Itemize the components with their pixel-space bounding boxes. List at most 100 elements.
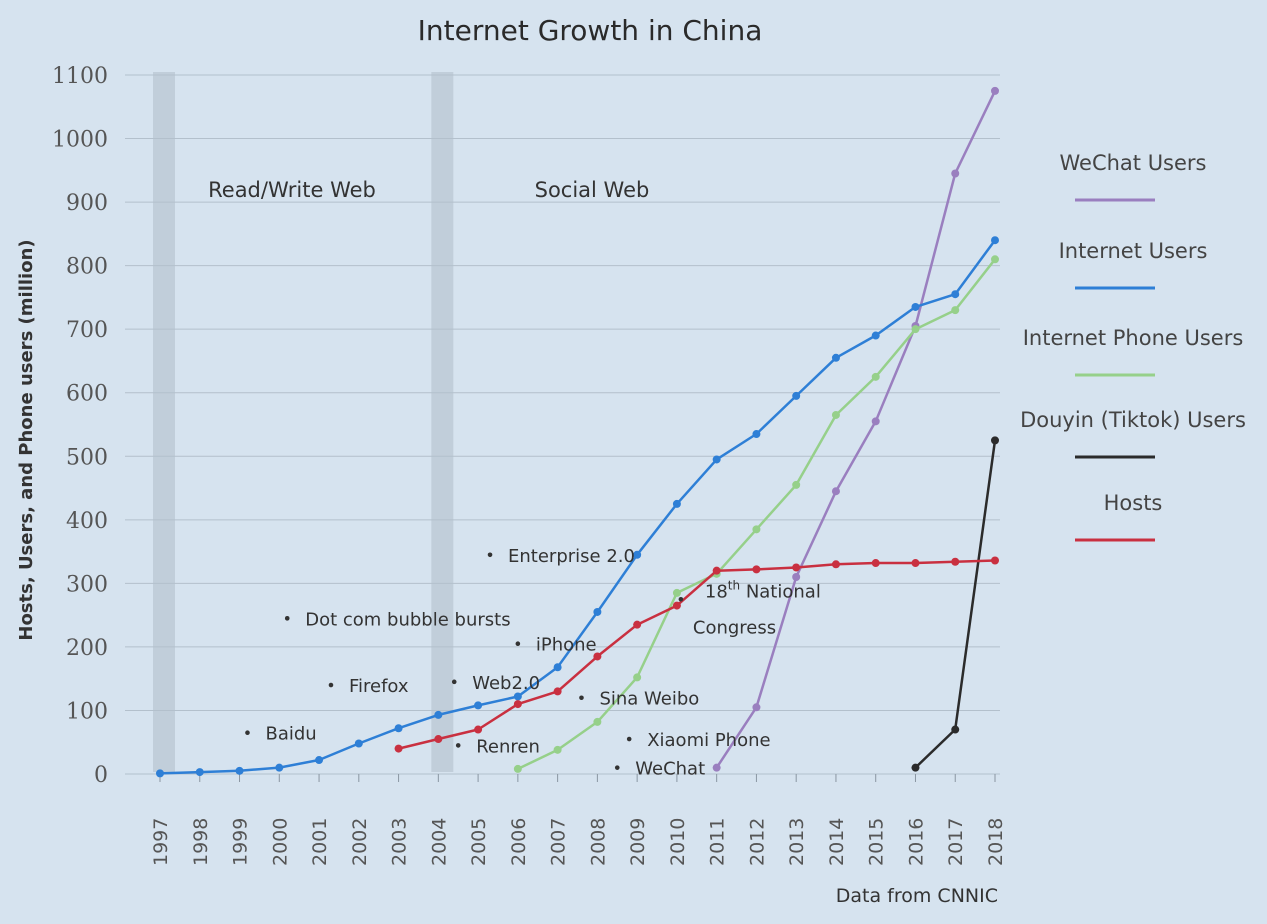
x-tick-label: 2016	[905, 818, 927, 866]
x-tick-label: 1997	[150, 818, 172, 866]
internet-users-point	[871, 331, 880, 340]
internet-phone-users-point	[831, 410, 840, 419]
y-tick-label: 800	[66, 255, 108, 280]
x-tick-label: 2011	[707, 818, 729, 866]
internet-phone-users-point	[911, 325, 920, 334]
era-label: Social Web	[535, 178, 650, 202]
annotation-label: 18th National	[705, 578, 821, 602]
internet-users-point	[156, 769, 164, 778]
internet-phone-users-point	[752, 525, 761, 534]
annotation-label: Enterprise 2.0	[508, 546, 635, 567]
internet-phone-users-point	[633, 673, 642, 682]
y-tick-label: 900	[66, 191, 108, 216]
y-tick-label: 700	[66, 318, 108, 343]
y-tick-label: 200	[66, 636, 108, 661]
y-tick-label: 500	[66, 445, 108, 470]
internet-users-point	[275, 763, 284, 772]
wechat-users-point	[752, 703, 761, 712]
y-tick-label: 300	[66, 572, 108, 597]
hosts-point	[752, 565, 761, 574]
douyin-tiktok-users-point	[991, 436, 999, 445]
annotation-bullet	[245, 730, 250, 735]
y-tick-label: 1000	[52, 128, 108, 153]
wechat-users-point	[712, 763, 721, 772]
annotation-label: Baidu	[265, 724, 316, 745]
annotation-label: Sina Weibo	[599, 689, 699, 710]
x-tick-label: 2001	[309, 818, 331, 866]
legend-label: WeChat Users	[1059, 151, 1206, 175]
source-note: Data from CNNIC	[836, 885, 998, 907]
internet-phone-users-point	[672, 588, 681, 597]
y-axis-label: Hosts, Users, and Phone users (million)	[16, 239, 37, 640]
annotation-label: Renren	[476, 736, 540, 757]
annotation-label: Firefox	[349, 676, 409, 697]
x-tick-label: 2009	[627, 818, 649, 866]
internet-users-point	[354, 739, 363, 748]
hosts-point	[871, 559, 880, 568]
douyin-tiktok-users-point	[951, 725, 960, 734]
x-tick-label: 2005	[468, 818, 490, 866]
internet-users-line	[159, 239, 997, 775]
hosts-point	[911, 559, 920, 568]
y-tick-label: 100	[66, 699, 108, 724]
x-tick-label: 2006	[508, 818, 530, 866]
era-divider-band	[431, 72, 454, 772]
legend-label: Douyin (Tiktok) Users	[1020, 408, 1246, 432]
internet-phone-users-point	[792, 480, 801, 489]
internet-phone-users-point	[871, 372, 880, 381]
internet-users-point	[434, 710, 443, 719]
internet-users-point	[712, 455, 721, 464]
x-tick-label: 2008	[587, 818, 609, 866]
internet-phone-users-point	[513, 764, 522, 773]
annotation-bullet	[328, 682, 334, 688]
wechat-users-point	[991, 86, 999, 95]
x-tick-label: 2002	[349, 818, 371, 866]
internet-users-point	[513, 692, 522, 701]
internet-users-point	[315, 756, 324, 765]
internet-phone-users-point	[991, 255, 999, 264]
x-tick-label: 2018	[985, 818, 1007, 866]
legend-label: Internet Users	[1059, 239, 1208, 263]
legend-label: Hosts	[1104, 491, 1163, 515]
internet-phone-users-line	[517, 258, 996, 771]
annotation-bullet	[626, 736, 632, 742]
hosts-point	[394, 744, 403, 753]
hosts-line	[398, 559, 996, 750]
hosts-point	[672, 601, 681, 610]
wechat-users-line	[715, 90, 997, 769]
internet-users-point	[991, 236, 999, 245]
internet-phone-users-point	[593, 717, 602, 726]
hosts-point	[553, 687, 562, 696]
internet-users-point	[195, 768, 204, 777]
x-tick-label: 2004	[428, 818, 450, 866]
wechat-users-point	[951, 169, 960, 178]
hosts-point	[792, 563, 801, 572]
annotation-bullet	[284, 616, 290, 621]
y-tick-label: 400	[66, 509, 108, 534]
annotation-bullet	[451, 679, 457, 685]
hosts-point	[513, 700, 522, 709]
hosts-point	[991, 556, 999, 565]
internet-users-point	[553, 663, 562, 672]
douyin-tiktok-users-point	[911, 763, 920, 772]
hosts-point	[434, 735, 443, 744]
x-tick-label: 2000	[269, 818, 291, 866]
internet-phone-users-point	[951, 306, 960, 315]
annotation-bullet	[579, 695, 584, 701]
x-tick-label: 2010	[667, 818, 689, 866]
legend-label: Internet Phone Users	[1023, 326, 1244, 350]
era-divider-band	[153, 72, 175, 772]
internet-phone-users-point	[553, 745, 562, 754]
hosts-point	[831, 560, 840, 569]
annotation-label-line2: Congress	[693, 617, 776, 638]
internet-users-point	[474, 701, 483, 710]
x-tick-label: 1998	[190, 818, 212, 866]
y-tick-label: 0	[94, 763, 108, 788]
annotation-label: Web2.0	[472, 673, 540, 694]
era-label: Read/Write Web	[208, 178, 376, 202]
internet-users-point	[792, 391, 801, 400]
x-tick-label: 2013	[786, 818, 808, 866]
annotation-label: WeChat	[635, 759, 705, 780]
